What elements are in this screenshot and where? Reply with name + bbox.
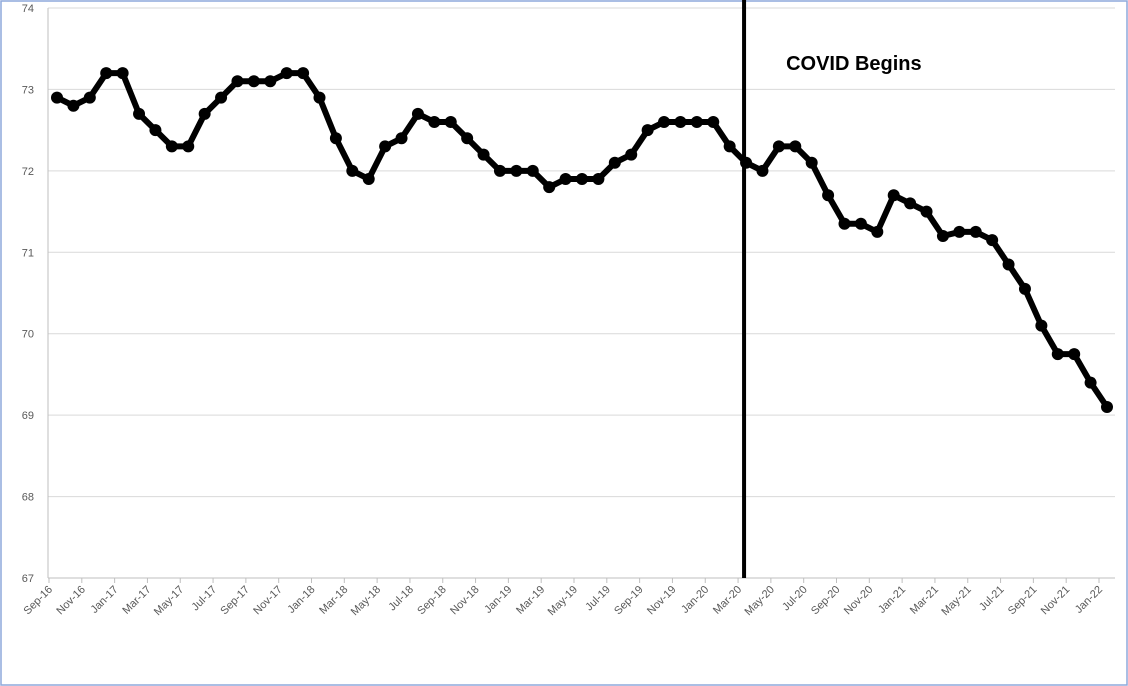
- data-point: [543, 181, 556, 194]
- data-point: [1051, 348, 1064, 361]
- data-point: [789, 140, 802, 153]
- data-point: [198, 107, 211, 120]
- y-tick-label: 70: [22, 329, 34, 341]
- data-point: [641, 124, 654, 137]
- data-point: [674, 116, 687, 128]
- data-point: [493, 164, 506, 177]
- data-point: [887, 189, 900, 202]
- data-point: [444, 116, 457, 128]
- y-tick-label: 74: [22, 3, 34, 15]
- data-point: [313, 91, 326, 104]
- data-point: [1084, 376, 1097, 389]
- data-point: [215, 91, 228, 104]
- y-tick-label: 73: [22, 84, 34, 96]
- y-tick-label: 67: [22, 573, 34, 585]
- data-point: [362, 173, 375, 185]
- data-point: [247, 75, 260, 88]
- annotation-text: COVID Begins: [786, 53, 922, 75]
- data-point: [805, 156, 818, 169]
- data-point: [1002, 258, 1015, 271]
- data-point: [510, 164, 523, 177]
- data-point: [133, 107, 146, 120]
- data-point: [231, 75, 244, 88]
- data-point: [822, 189, 835, 202]
- data-point: [871, 225, 884, 238]
- data-point: [559, 173, 572, 185]
- data-point: [1018, 282, 1031, 295]
- data-point: [280, 67, 293, 80]
- data-point: [986, 234, 999, 247]
- data-point: [182, 140, 195, 153]
- data-point: [690, 116, 703, 128]
- data-point: [576, 173, 588, 185]
- data-point: [428, 116, 441, 128]
- data-point: [411, 107, 424, 120]
- data-point: [756, 164, 769, 177]
- data-point: [149, 124, 162, 137]
- data-point: [920, 205, 933, 218]
- data-point: [1068, 348, 1081, 361]
- data-point: [772, 140, 785, 153]
- data-point: [395, 132, 408, 145]
- data-point: [592, 173, 605, 185]
- data-point: [526, 164, 539, 177]
- data-point: [854, 217, 867, 230]
- data-point: [116, 67, 129, 80]
- data-point: [379, 140, 392, 153]
- data-point: [608, 156, 621, 169]
- data-point: [658, 116, 671, 128]
- data-point: [1101, 401, 1113, 413]
- data-point: [51, 91, 63, 104]
- data-point: [100, 67, 113, 80]
- y-tick-label: 68: [22, 492, 34, 504]
- data-point: [707, 116, 720, 128]
- data-point: [264, 75, 277, 88]
- data-point: [477, 148, 490, 161]
- data-point: [723, 140, 736, 153]
- data-point: [904, 197, 917, 210]
- y-tick-label: 69: [22, 410, 34, 422]
- y-tick-label: 72: [22, 166, 34, 178]
- data-point: [346, 164, 359, 177]
- data-point: [838, 217, 851, 230]
- data-point: [953, 225, 966, 238]
- data-point: [461, 132, 474, 145]
- data-point: [936, 230, 949, 242]
- data-point: [969, 225, 982, 238]
- data-point: [329, 132, 342, 145]
- data-point: [83, 91, 96, 104]
- data-point: [297, 67, 310, 80]
- data-point: [67, 99, 80, 112]
- data-point: [165, 140, 178, 153]
- data-point: [625, 148, 638, 161]
- y-tick-label: 71: [22, 247, 34, 259]
- data-point: [1035, 319, 1048, 332]
